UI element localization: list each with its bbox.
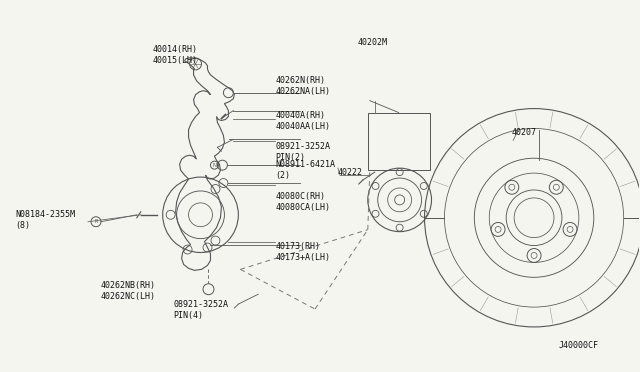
Text: N: N <box>212 163 216 168</box>
Text: N08184-2355M: N08184-2355M <box>15 210 76 219</box>
Text: 40202M: 40202M <box>358 38 388 46</box>
Text: 40207: 40207 <box>511 128 536 137</box>
Text: 40040A(RH): 40040A(RH) <box>275 112 325 121</box>
Text: (8): (8) <box>15 221 31 230</box>
Text: PIN(2): PIN(2) <box>275 153 305 162</box>
Text: 08921-3252A: 08921-3252A <box>275 142 330 151</box>
Text: 40262N(RH): 40262N(RH) <box>275 76 325 85</box>
Text: 40173+A(LH): 40173+A(LH) <box>275 253 330 262</box>
Text: 40014(RH): 40014(RH) <box>153 45 198 54</box>
Text: PIN(4): PIN(4) <box>173 311 204 320</box>
Text: J40000CF: J40000CF <box>559 341 599 350</box>
Text: 40262NA(LH): 40262NA(LH) <box>275 87 330 96</box>
Text: 40262NC(LH): 40262NC(LH) <box>100 292 155 301</box>
Text: R: R <box>94 219 98 224</box>
Text: 40173(RH): 40173(RH) <box>275 242 321 251</box>
Text: 40080CA(LH): 40080CA(LH) <box>275 203 330 212</box>
Text: 40040AA(LH): 40040AA(LH) <box>275 122 330 131</box>
Text: 40080C(RH): 40080C(RH) <box>275 192 325 201</box>
Text: 08921-3252A: 08921-3252A <box>173 300 228 309</box>
Text: 40015(LH): 40015(LH) <box>153 56 198 65</box>
Text: 40222: 40222 <box>337 168 362 177</box>
Text: (2): (2) <box>275 171 291 180</box>
Text: 40262NB(RH): 40262NB(RH) <box>100 281 155 290</box>
Text: N08911-6421A: N08911-6421A <box>275 160 335 169</box>
